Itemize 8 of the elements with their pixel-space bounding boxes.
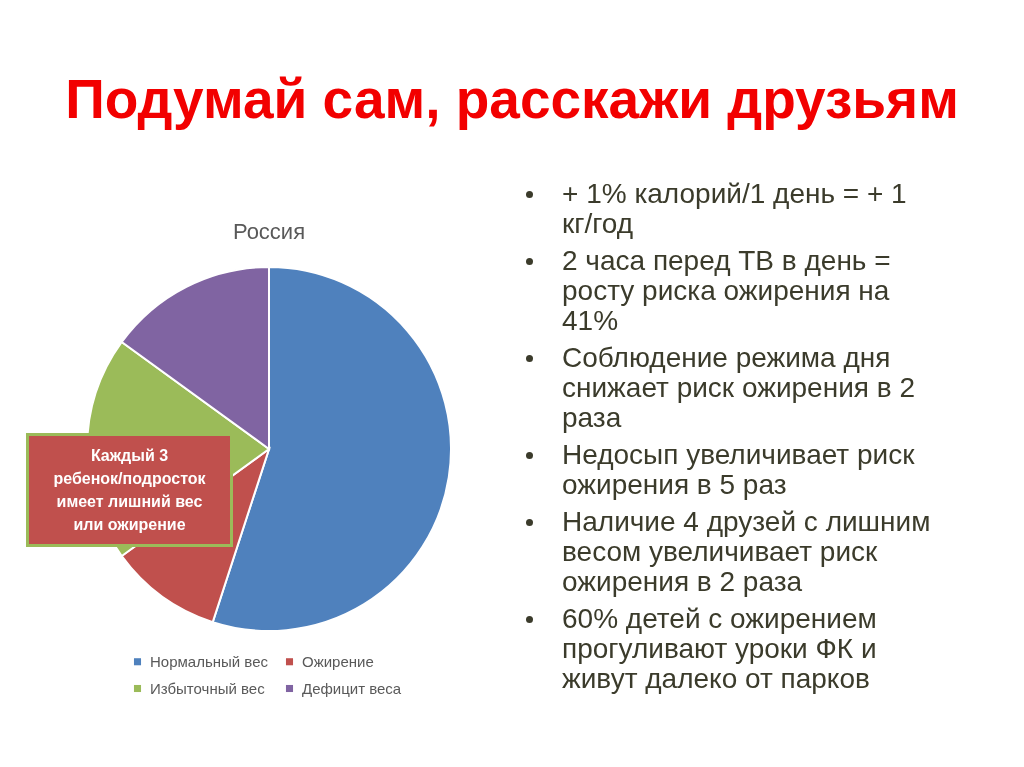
legend-label: Ожирение [302, 652, 374, 670]
legend-label: Дефицит веса [302, 679, 402, 697]
legend-label: Нормальный вес [150, 652, 269, 670]
legend-label: Избыточный вес [150, 679, 266, 697]
text: Каждый 3 ребенок/подросток имеет лишний вес или ожирение [53, 447, 206, 533]
text: 60% детей с ожирением прогуливают уроки ФК и живут далеко от парков [562, 603, 877, 694]
chart-title: Подумай сам, расскажи друзьям [64, 67, 960, 132]
chart-subtitle: Россия [232, 219, 306, 244]
